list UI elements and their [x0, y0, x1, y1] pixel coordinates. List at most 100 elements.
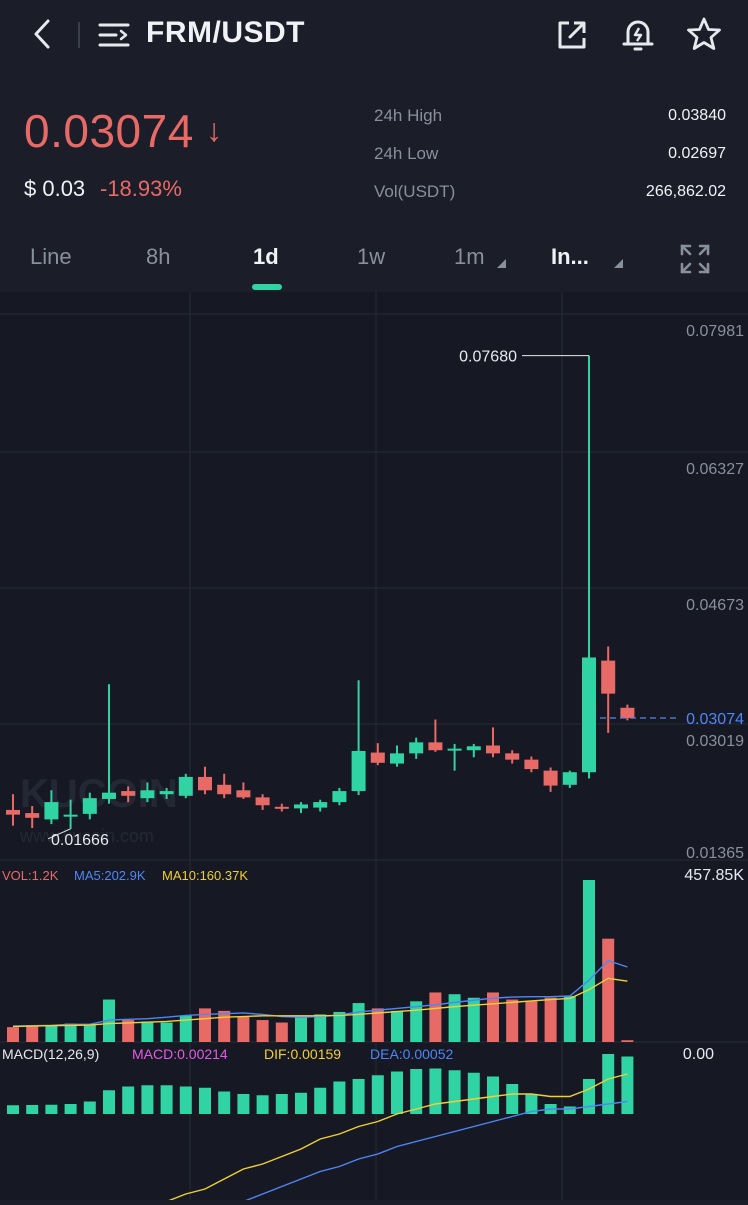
- candle-body: [217, 784, 232, 795]
- volume-bar: [122, 1020, 135, 1042]
- favorite-star-icon[interactable]: [684, 14, 724, 54]
- price-alert-bell-icon[interactable]: [618, 14, 658, 54]
- candle-body: [82, 798, 97, 814]
- volume-bar: [583, 880, 595, 1042]
- candle-body: [466, 746, 481, 751]
- fullscreen-icon[interactable]: [676, 240, 714, 278]
- candle-body: [351, 751, 366, 792]
- candle-body: [447, 748, 462, 751]
- macd-histogram-bar: [199, 1087, 211, 1114]
- price-axis-label: 0.01365: [686, 845, 744, 862]
- macd-histogram-bar: [333, 1081, 346, 1114]
- stat-high-value: 0.03840: [668, 107, 726, 124]
- volume-bar: [256, 1020, 269, 1042]
- stat-low-value: 0.02697: [668, 145, 726, 162]
- volume-bar: [333, 1011, 346, 1042]
- candle-body: [140, 790, 155, 799]
- macd-lines: [155, 1073, 628, 1205]
- change-percent: -18.93%: [100, 176, 182, 201]
- candle-body: [102, 792, 116, 799]
- candle-body: [159, 791, 174, 795]
- tab-1m[interactable]: 1m: [454, 244, 485, 269]
- macd-histogram-bar: [487, 1076, 499, 1114]
- candle-body: [255, 797, 270, 806]
- volume-bar: [602, 938, 615, 1042]
- volume-bar: [218, 1010, 231, 1042]
- volume-bar: [26, 1025, 39, 1042]
- volume-bar: [544, 997, 557, 1042]
- candle-body: [236, 790, 251, 798]
- macd-axis-zero: 0.00: [683, 1046, 714, 1063]
- candlesticks: [6, 355, 635, 829]
- candle-body: [505, 753, 520, 760]
- tab-indicators-dropdown-icon: [614, 259, 623, 268]
- volume-bar: [179, 1015, 192, 1042]
- candle-body: [121, 791, 136, 796]
- macd-dea-line: [232, 1100, 628, 1205]
- low-marker-line: [47, 828, 71, 840]
- price-axis-label: 0.03019: [686, 733, 744, 750]
- volume-bar: [314, 1014, 327, 1042]
- chart-area[interactable]: KUCOIN www.kucoin.com 0.07981 0.06327 0.…: [0, 292, 748, 1205]
- tab-line[interactable]: Line: [30, 244, 72, 269]
- macd-histogram-bar: [141, 1085, 154, 1114]
- macd-histogram-bar: [45, 1104, 58, 1114]
- price-axis-label: 0.04673: [686, 597, 744, 614]
- candle-body: [390, 753, 404, 764]
- macd-histogram-bar: [26, 1105, 39, 1114]
- macd-histogram-bar: [295, 1092, 307, 1114]
- tab-indicators[interactable]: In...: [551, 244, 589, 269]
- macd-histogram-bar: [7, 1105, 19, 1114]
- volume-bar: [563, 996, 576, 1042]
- volume-legend-vol: VOL:1.2K: [2, 868, 59, 883]
- stat-high-label: 24h High: [374, 106, 443, 125]
- price-down-arrow-icon: ↓: [206, 112, 222, 148]
- macd-histogram-bar: [467, 1072, 480, 1114]
- volume-bar: [295, 1017, 307, 1042]
- macd-histogram: [7, 1054, 634, 1114]
- kline-chart[interactable]: KUCOIN www.kucoin.com 0.07981 0.06327 0.…: [0, 292, 748, 1205]
- macd-dif-line: [155, 1073, 628, 1205]
- macd-histogram-bar: [563, 1106, 576, 1114]
- volume-bar: [506, 999, 519, 1042]
- volume-bar: [45, 1025, 58, 1042]
- volume-bar: [275, 1022, 288, 1042]
- trading-pair-title[interactable]: FRM/USDT: [146, 16, 305, 49]
- volume-bar: [64, 1023, 77, 1042]
- macd-legend-macd: MACD:0.00214: [132, 1046, 228, 1062]
- candle-body: [198, 776, 212, 791]
- price-axis-label: 0.06327: [686, 461, 744, 478]
- macd-histogram-bar: [506, 1084, 519, 1114]
- macd-histogram-bar: [391, 1071, 403, 1114]
- macd-histogram-bar: [83, 1101, 96, 1114]
- price-axis-label: 0.07981: [686, 323, 744, 340]
- volume-bar: [237, 1016, 250, 1042]
- candle-body: [486, 745, 500, 754]
- header-divider: [78, 22, 80, 48]
- candle-body: [44, 802, 59, 820]
- volume-axis-max: 457.85K: [684, 867, 744, 884]
- market-list-icon[interactable]: [96, 18, 132, 52]
- macd-histogram-bar: [525, 1094, 538, 1114]
- volume-bar: [410, 1001, 423, 1042]
- macd-histogram-bar: [314, 1087, 327, 1114]
- macd-histogram-bar: [237, 1094, 250, 1114]
- macd-histogram-bar: [64, 1104, 77, 1114]
- share-icon[interactable]: [552, 16, 592, 54]
- candle-body: [274, 806, 289, 809]
- volume-legend-ma5: MA5:202.9K: [74, 868, 146, 883]
- candle-body: [332, 791, 347, 803]
- candle-body: [25, 813, 40, 818]
- macd-histogram-bar: [410, 1069, 423, 1114]
- volume-bar: [160, 1022, 173, 1042]
- tab-1w[interactable]: 1w: [357, 244, 386, 269]
- macd-legend-dea: DEA:0.00052: [370, 1046, 453, 1062]
- macd-histogram-bar: [122, 1086, 135, 1114]
- candle-body: [620, 707, 635, 718]
- back-chevron-icon[interactable]: [26, 16, 58, 52]
- tab-8h[interactable]: 8h: [146, 244, 171, 269]
- low-marker-label: 0.01666: [51, 832, 109, 849]
- volume-bar: [371, 1008, 384, 1042]
- macd-histogram-bar: [602, 1054, 615, 1114]
- tab-1d[interactable]: 1d: [253, 244, 279, 269]
